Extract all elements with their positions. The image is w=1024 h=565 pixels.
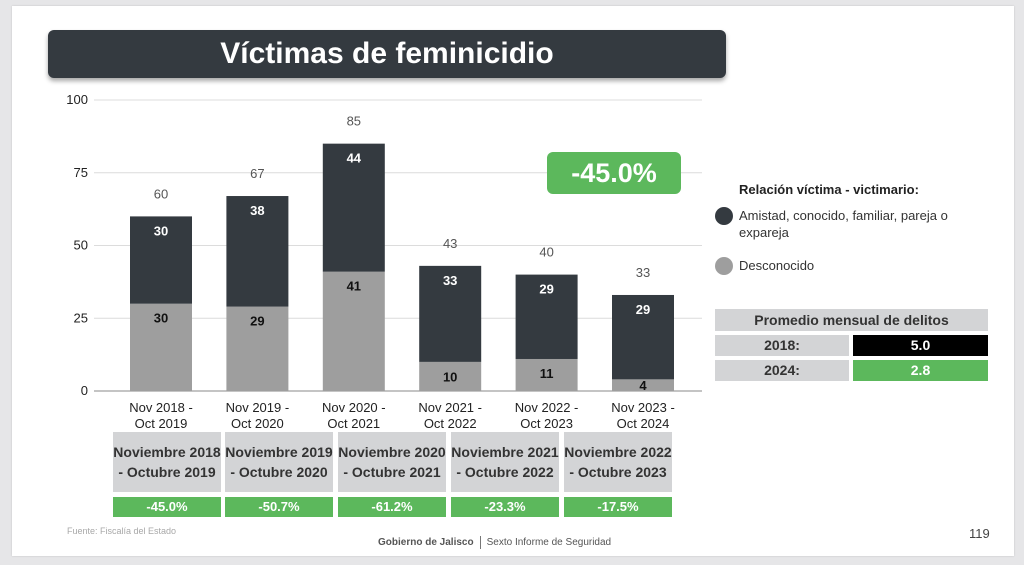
bar-known-3	[322, 143, 385, 272]
x-tick-3-line1: Nov 2020 -	[322, 400, 386, 415]
total-label-1: 60	[154, 186, 168, 201]
bar-unknown-4	[419, 361, 482, 391]
comparison-change-3: -61.2%	[338, 497, 446, 517]
footer: Gobierno de Jalisco Sexto Informe de Segu…	[378, 536, 611, 549]
comparison-change-2: -50.7%	[225, 497, 333, 517]
comparison-change-4: -23.3%	[451, 497, 559, 517]
bar-unknown-3	[322, 271, 385, 391]
bar-unknown-6	[612, 379, 674, 391]
footer-left: Gobierno de Jalisco	[378, 537, 474, 549]
comparison-period-3: Noviembre 2020 - Octubre 2021	[338, 432, 446, 492]
total-label-6: 33	[636, 265, 650, 280]
footer-separator	[479, 536, 481, 549]
total-label-4: 43	[443, 236, 457, 251]
legend-label-unknown: Desconocido	[739, 258, 815, 273]
y-tick-75: 75	[74, 165, 88, 180]
x-tick-1-line1: Nov 2018 -	[129, 400, 193, 415]
legend-label-known: Amistad, conocido, familiar, pareja o ex…	[739, 208, 948, 240]
x-tick-5-line2: Oct 2023	[520, 416, 573, 431]
x-tick-2-line2: Oct 2020	[231, 416, 284, 431]
y-tick-100: 100	[66, 92, 88, 107]
bar-known-2	[226, 196, 289, 307]
bar-known-1	[130, 216, 192, 304]
data-label-known-6: 29	[636, 302, 650, 317]
data-label-known-3: 44	[347, 151, 362, 166]
comparison-period-5: Noviembre 2022 - Octubre 2023	[564, 432, 672, 492]
avg-value-2024: 2.8	[853, 360, 988, 381]
x-tick-3-line2: Oct 2021	[327, 416, 380, 431]
data-label-unknown-3: 41	[347, 279, 361, 294]
y-tick-25: 25	[74, 310, 88, 325]
data-label-unknown-4: 10	[443, 369, 457, 384]
x-tick-6-line2: Oct 2024	[617, 416, 670, 431]
comparison-period-4: Noviembre 2021 - Octubre 2022	[451, 432, 559, 492]
legend-swatch-known	[715, 207, 733, 225]
page-number: 119	[969, 526, 990, 541]
comparison-period-2: Noviembre 2019 - Octubre 2020	[225, 432, 333, 492]
data-label-unknown-6: 4	[639, 378, 647, 393]
bar-unknown-5	[515, 358, 578, 391]
slide: Víctimas de feminicidio 0 25 50 75 100 30 30 60…	[12, 6, 1014, 556]
legend-swatch-unknown	[715, 257, 733, 275]
total-label-2: 67	[250, 166, 264, 181]
footer-right: Sexto Informe de Seguridad	[486, 537, 612, 549]
change-badge: -45.0%	[547, 152, 681, 194]
bar-known-5	[515, 274, 578, 359]
avg-year-2018: 2018:	[715, 335, 849, 356]
stacked-bar-chart: 0 25 50 75 100 30 30 60 Nov 2018 -Oct 2019 29 38 67…	[66, 92, 702, 431]
x-tick-6-line1: Nov 2023 -	[611, 400, 675, 415]
data-label-unknown-1: 30	[154, 311, 168, 326]
data-label-unknown-5: 11	[540, 366, 554, 381]
data-label-known-5: 29	[539, 282, 553, 297]
legend-title: Relación víctima - victimario:	[739, 182, 919, 197]
data-label-known-1: 30	[154, 223, 168, 238]
avg-value-2018: 5.0	[853, 335, 988, 356]
y-tick-0: 0	[81, 383, 88, 398]
total-label-3: 85	[347, 114, 361, 129]
bar-known-6	[612, 294, 674, 380]
bar-known-4	[419, 265, 482, 362]
x-tick-5-line1: Nov 2022 -	[515, 400, 579, 415]
comparison-change-5: -17.5%	[564, 497, 672, 517]
data-label-known-4: 33	[443, 273, 457, 288]
bar-unknown-1	[130, 303, 192, 391]
avg-year-2024: 2024:	[715, 360, 849, 381]
source-note: Fuente: Fiscalía del Estado	[67, 526, 177, 536]
comparison-period-1: Noviembre 2018 - Octubre 2019	[113, 432, 221, 492]
bar-unknown-2	[226, 306, 289, 391]
page-title: Víctimas de feminicidio	[48, 30, 726, 78]
data-label-known-2: 38	[250, 203, 264, 218]
x-tick-2-line1: Nov 2019 -	[226, 400, 290, 415]
comparison-change-1: -45.0%	[113, 497, 221, 517]
y-tick-50: 50	[74, 238, 88, 253]
total-label-5: 40	[539, 245, 553, 260]
avg-table-header: Promedio mensual de delitos	[715, 309, 988, 331]
x-tick-4-line2: Oct 2022	[424, 416, 477, 431]
data-label-unknown-2: 29	[250, 314, 264, 329]
x-tick-1-line2: Oct 2019	[135, 416, 188, 431]
x-tick-4-line1: Nov 2021 -	[418, 400, 482, 415]
